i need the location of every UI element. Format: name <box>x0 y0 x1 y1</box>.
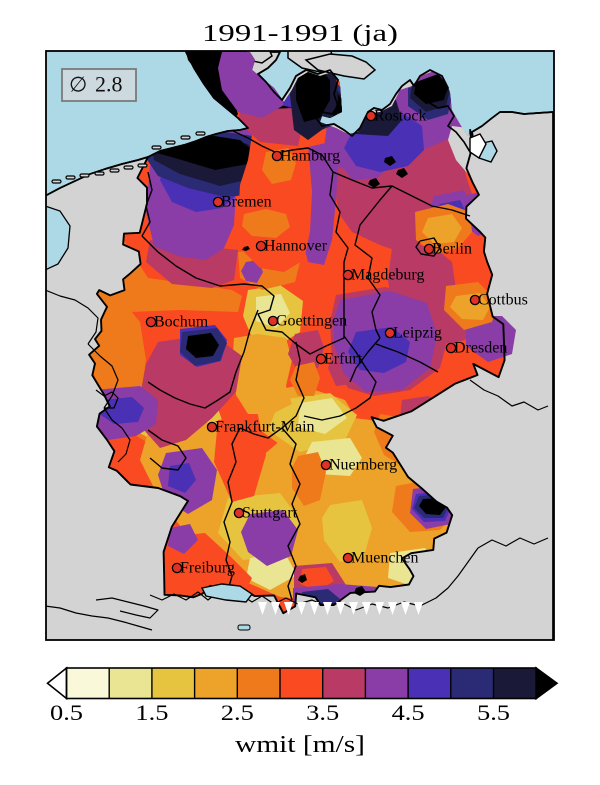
svg-text:4.5: 4.5 <box>392 700 425 725</box>
svg-text:0.5: 0.5 <box>50 700 83 725</box>
svg-text:Goettingen: Goettingen <box>276 313 347 330</box>
svg-text:2.5: 2.5 <box>221 700 254 725</box>
svg-text:3.5: 3.5 <box>306 700 339 725</box>
svg-text:Bremen: Bremen <box>221 194 272 211</box>
svg-text:Rostock: Rostock <box>374 108 426 125</box>
svg-text:Hannover: Hannover <box>264 238 328 255</box>
svg-text:Bochum: Bochum <box>154 314 209 331</box>
svg-text:Dresden: Dresden <box>454 340 507 357</box>
svg-text:Magdeburg: Magdeburg <box>351 267 424 284</box>
svg-text:Nuernberg: Nuernberg <box>329 457 397 474</box>
svg-text:1991-1991 (ja): 1991-1991 (ja) <box>202 20 398 47</box>
svg-text:Muenchen: Muenchen <box>351 550 419 567</box>
svg-text:Hamburg: Hamburg <box>280 148 340 165</box>
svg-text:Cottbus: Cottbus <box>478 292 528 309</box>
svg-text:Frankfurt-Main: Frankfurt-Main <box>215 419 315 436</box>
svg-text:∅: ∅ <box>69 73 87 97</box>
svg-text:2.8: 2.8 <box>95 72 123 97</box>
svg-text:Leipzig: Leipzig <box>393 325 442 342</box>
svg-text:1.5: 1.5 <box>135 700 168 725</box>
svg-text:5.5: 5.5 <box>477 700 510 725</box>
svg-text:wmit [m/s]: wmit [m/s] <box>235 731 365 758</box>
svg-text:Berlin: Berlin <box>432 241 472 258</box>
svg-text:Erfurt: Erfurt <box>324 351 363 368</box>
svg-text:Stuttgart: Stuttgart <box>242 505 298 522</box>
svg-text:Freiburg: Freiburg <box>180 560 235 577</box>
